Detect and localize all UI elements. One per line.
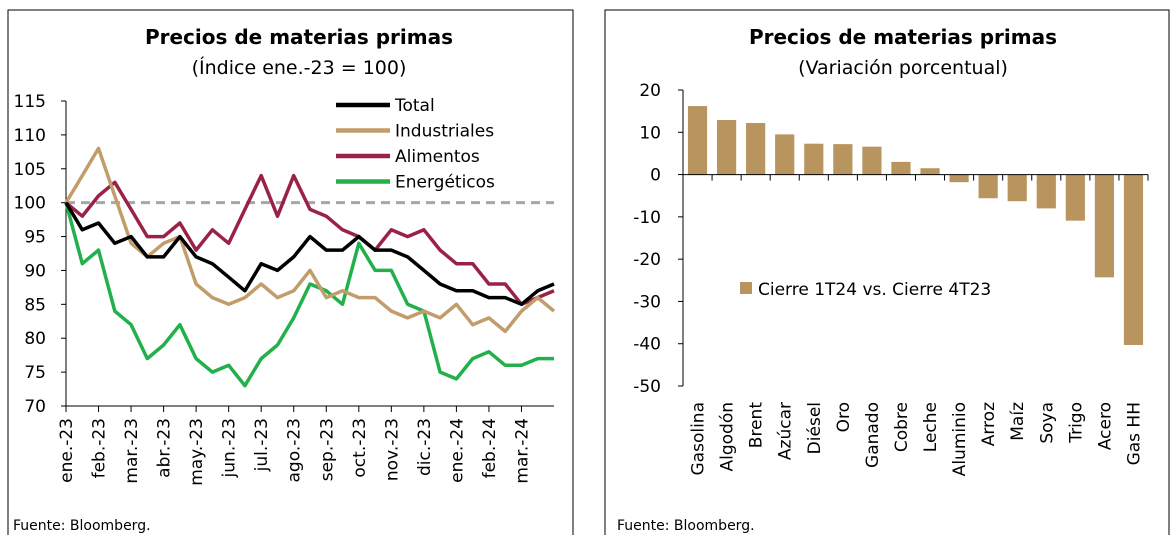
y-tick-label: 75 — [24, 363, 46, 383]
x-tick-label: Aluminio — [950, 402, 970, 476]
x-tick-label: Leche — [921, 402, 941, 452]
y-tick-label: 110 — [14, 126, 46, 146]
y-tick-label: 90 — [24, 261, 46, 281]
x-tick-label: Maíz — [1008, 402, 1028, 441]
x-tick-label: nov.-23 — [382, 418, 402, 481]
y-tick-label: -20 — [633, 250, 661, 270]
x-tick-label: Brent — [747, 402, 767, 449]
x-tick-label: mar.-24 — [512, 418, 532, 484]
x-tick-label: Gasolina — [689, 402, 709, 476]
chart-subtitle: (Variación porcentual) — [798, 57, 1008, 79]
x-tick-label: Arroz — [979, 402, 999, 446]
bar — [1065, 174, 1085, 221]
source: Fuente: Bloomberg. — [617, 518, 755, 534]
series-line — [64, 201, 555, 307]
bar — [949, 174, 969, 183]
y-tick-label: -10 — [633, 208, 661, 228]
y-tick-label: 105 — [14, 160, 46, 180]
bar — [775, 134, 795, 175]
panel — [604, 9, 1170, 539]
chart-subtitle: (Índice ene.-23 = 100) — [192, 56, 407, 79]
y-tick-label: 95 — [24, 228, 46, 248]
bar — [687, 106, 708, 175]
y-tick-label: 100 — [14, 194, 46, 214]
y-tick-label: -30 — [633, 292, 661, 312]
y-tick-label: -50 — [633, 377, 661, 397]
legend-swatch — [740, 282, 752, 294]
x-tick-label: Diésel — [805, 402, 825, 454]
legend-label: Alimentos — [395, 147, 480, 167]
bar — [891, 161, 911, 175]
x-tick-label: ene.-23 — [57, 418, 77, 483]
chart-title: Precios de materias primas — [749, 25, 1057, 49]
x-tick-label: dic.-23 — [415, 418, 435, 476]
bar — [1123, 174, 1144, 345]
bar — [1007, 174, 1027, 202]
x-tick-label: jun.-23 — [220, 418, 240, 478]
x-tick-label: sep.-23 — [317, 418, 337, 481]
x-tick-label: Ganado — [863, 402, 883, 468]
bar — [804, 143, 824, 175]
x-tick-label: feb.-23 — [90, 418, 110, 478]
y-tick-label: 10 — [639, 123, 661, 143]
legend-label: Industriales — [395, 122, 494, 142]
legend-label: Total — [394, 96, 435, 116]
x-tick-label: Azúcar — [776, 402, 796, 460]
y-tick-label: 20 — [639, 81, 661, 101]
series-line — [64, 202, 554, 388]
bar — [862, 146, 882, 175]
x-tick-label: feb.-24 — [480, 418, 500, 478]
y-tick-label: 0 — [650, 166, 661, 186]
x-tick-label: Oro — [834, 402, 854, 432]
x-tick-label: ago.-23 — [285, 418, 305, 482]
y-tick-label: 85 — [24, 295, 46, 315]
x-tick-label: ene.-24 — [447, 418, 467, 483]
x-tick-label: may.-23 — [187, 418, 207, 486]
x-tick-label: jul.-23 — [252, 418, 272, 472]
x-tick-label: Soya — [1037, 402, 1057, 444]
chart-title: Precios de materias primas — [145, 25, 453, 49]
bar — [717, 120, 737, 175]
bar — [1094, 174, 1114, 278]
y-tick-label: 80 — [24, 329, 46, 349]
y-tick-label: 70 — [24, 397, 46, 417]
x-tick-label: Algodón — [718, 402, 738, 472]
source: Fuente: Bloomberg. — [13, 518, 151, 534]
legend-label: Cierre 1T24 vs. Cierre 4T23 — [758, 280, 991, 300]
series-line — [64, 173, 555, 307]
legend-label: Energéticos — [395, 173, 495, 193]
x-tick-label: oct.-23 — [350, 418, 370, 478]
x-tick-label: Acero — [1095, 402, 1115, 450]
x-tick-label: Trigo — [1066, 402, 1086, 444]
bar — [920, 168, 940, 175]
y-tick-label: 115 — [14, 92, 46, 112]
x-tick-label: Cobre — [892, 402, 912, 452]
x-tick-label: abr.-23 — [155, 418, 175, 478]
bar — [746, 122, 766, 175]
y-tick-label: -40 — [633, 335, 661, 355]
bar — [833, 144, 853, 175]
panel — [7, 9, 574, 539]
bar — [978, 174, 998, 199]
x-tick-label: Gas HH — [1124, 402, 1144, 465]
x-tick-label: mar.-23 — [122, 418, 142, 484]
bar — [1036, 174, 1056, 209]
